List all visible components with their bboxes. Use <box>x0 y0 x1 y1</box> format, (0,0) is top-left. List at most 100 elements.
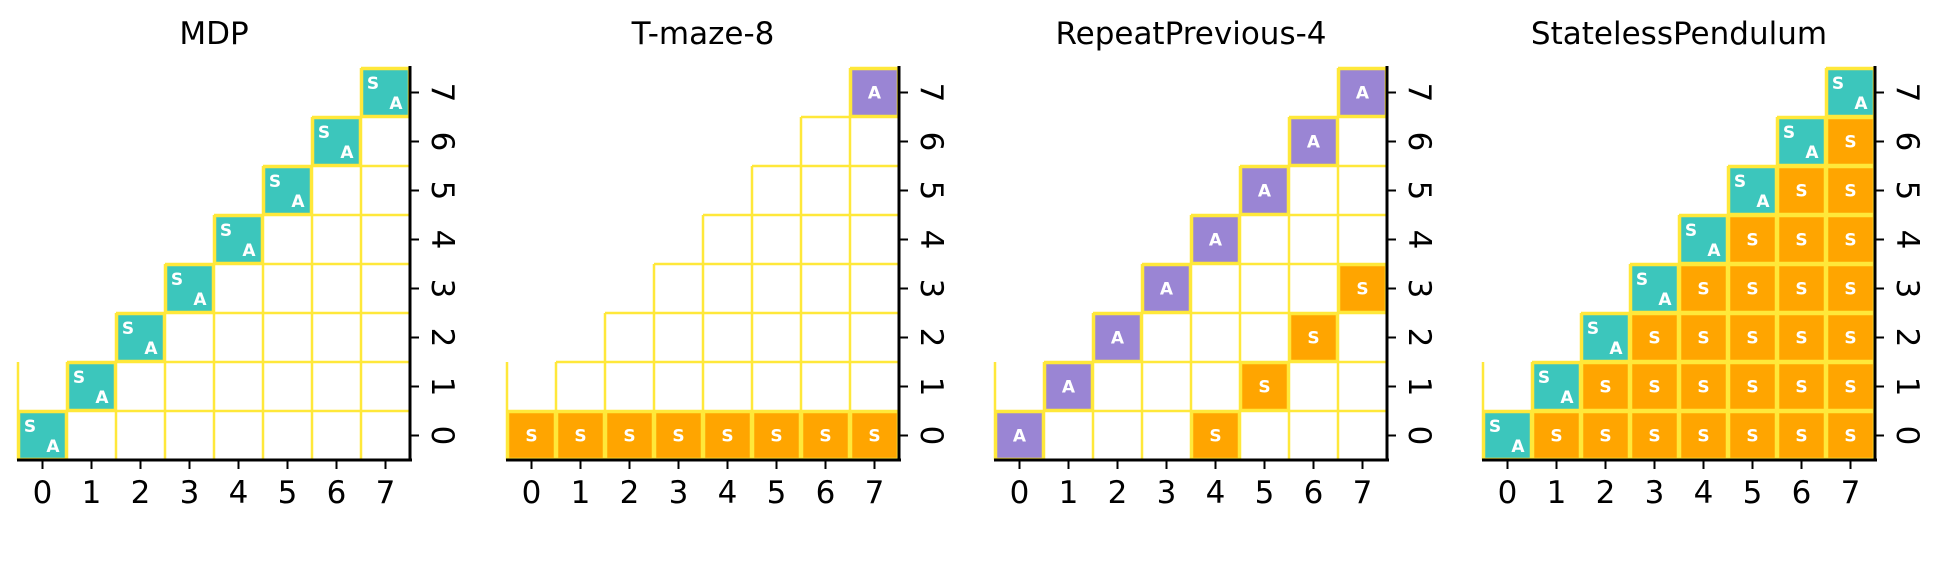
cell-label: S <box>819 427 831 447</box>
cell-fill <box>1629 312 1680 363</box>
x-tick-label: 6 <box>1792 475 1812 511</box>
cell-label-a: A <box>1707 241 1721 261</box>
cell-label-a: A <box>291 192 305 212</box>
y-tick-label: 3 <box>913 279 949 299</box>
cell-label: S <box>1795 329 1807 349</box>
cell-fill <box>1092 312 1143 363</box>
cell-label-a: A <box>144 339 158 359</box>
cell-label: S <box>1697 378 1709 398</box>
heatmap-cell: SA <box>213 214 264 265</box>
heatmap-cell: SA <box>1531 361 1582 412</box>
x-tick-label: 2 <box>620 475 640 511</box>
heatmap-cell: A <box>1141 263 1192 314</box>
y-tick-label: 6 <box>1401 132 1437 152</box>
cell-fill <box>1825 214 1876 265</box>
heatmap-cell: S <box>1727 214 1778 265</box>
cell-fill <box>1776 361 1827 412</box>
cell-label: A <box>1356 84 1370 104</box>
cell-fill <box>653 410 704 461</box>
cell-fill <box>1190 214 1241 265</box>
cell-label: S <box>1746 427 1758 447</box>
y-tick-label: 5 <box>1889 181 1925 201</box>
cell-label-s: S <box>1783 123 1795 143</box>
cell-fill <box>604 410 655 461</box>
y-tick-label: 5 <box>1401 181 1437 201</box>
cell-fill <box>1337 263 1388 314</box>
heatmap-cell: S <box>506 410 557 461</box>
cell-fill <box>262 165 313 216</box>
cell-label-s: S <box>367 74 379 94</box>
cell-label-s: S <box>1587 319 1599 339</box>
cell-label-s: S <box>1734 172 1746 192</box>
y-tick-label: 1 <box>1401 377 1437 397</box>
heatmap-cell: S <box>1678 263 1729 314</box>
x-tick-label: 1 <box>1547 475 1567 511</box>
cell-label: A <box>1307 133 1321 153</box>
x-tick-label: 0 <box>1010 475 1030 511</box>
heatmap-cell: A <box>1337 67 1388 118</box>
heatmap-cell: SA <box>1678 214 1729 265</box>
cell-label: S <box>721 427 733 447</box>
x-tick-label: 1 <box>571 475 591 511</box>
cell-label: S <box>1795 231 1807 251</box>
cell-label: S <box>1795 280 1807 300</box>
heatmap-cell: S <box>1776 214 1827 265</box>
cell-label: S <box>1844 427 1856 447</box>
heatmap-cell: S <box>702 410 753 461</box>
y-tick-label: 7 <box>913 83 949 103</box>
cell-label-a: A <box>193 290 207 310</box>
x-tick-label: 3 <box>180 475 200 511</box>
x-tick-label: 4 <box>229 475 249 511</box>
x-tick-label: 7 <box>865 475 885 511</box>
heatmap-cell: S <box>1531 410 1582 461</box>
cell-fill <box>1141 263 1192 314</box>
cell-fill <box>1678 214 1729 265</box>
heatmap-cell: S <box>555 410 606 461</box>
cell-label: S <box>1844 280 1856 300</box>
cell-label: S <box>770 427 782 447</box>
cell-label-s: S <box>1538 368 1550 388</box>
cell-label: A <box>1013 427 1027 447</box>
heatmap-cell: SA <box>1482 410 1533 461</box>
x-tick-label: 7 <box>1353 475 1373 511</box>
cell-fill <box>1727 165 1778 216</box>
cell-fill <box>1043 361 1094 412</box>
cell-fill <box>1580 361 1631 412</box>
cell-fill <box>1629 410 1680 461</box>
heatmap-cell: S <box>1678 410 1729 461</box>
y-tick-label: 2 <box>1401 328 1437 348</box>
cell-label-s: S <box>73 368 85 388</box>
cell-label: S <box>1258 378 1270 398</box>
x-tick-label: 2 <box>131 475 151 511</box>
cell-label-a: A <box>95 388 109 408</box>
cell-label: S <box>1697 329 1709 349</box>
heatmap-cell: SA <box>66 361 117 412</box>
heatmap-cell: S <box>1825 263 1876 314</box>
heatmap-cell: S <box>1727 361 1778 412</box>
y-tick-label: 7 <box>1401 83 1437 103</box>
x-tick-label: 5 <box>1255 475 1275 511</box>
heatmap-cell: A <box>1239 165 1290 216</box>
cell-fill <box>1288 116 1339 167</box>
cell-label: S <box>1795 378 1807 398</box>
y-tick-label: 2 <box>424 328 460 348</box>
x-tick-label: 6 <box>816 475 836 511</box>
y-tick-label: 6 <box>424 132 460 152</box>
heatmap-cell: S <box>1825 361 1876 412</box>
cell-label-s: S <box>24 417 36 437</box>
cell-fill <box>115 312 166 363</box>
heatmap-cell: SA <box>164 263 215 314</box>
x-tick-label: 5 <box>1743 475 1763 511</box>
cell-label: S <box>1599 427 1611 447</box>
cell-label: A <box>1258 182 1272 202</box>
x-tick-label: 1 <box>1059 475 1079 511</box>
y-tick-label: 0 <box>913 426 949 446</box>
cell-label-a: A <box>242 241 256 261</box>
x-tick-label: 5 <box>278 475 298 511</box>
cell-label-s: S <box>1489 417 1501 437</box>
heatmap-cell: A <box>1288 116 1339 167</box>
cell-label-a: A <box>1511 437 1525 457</box>
